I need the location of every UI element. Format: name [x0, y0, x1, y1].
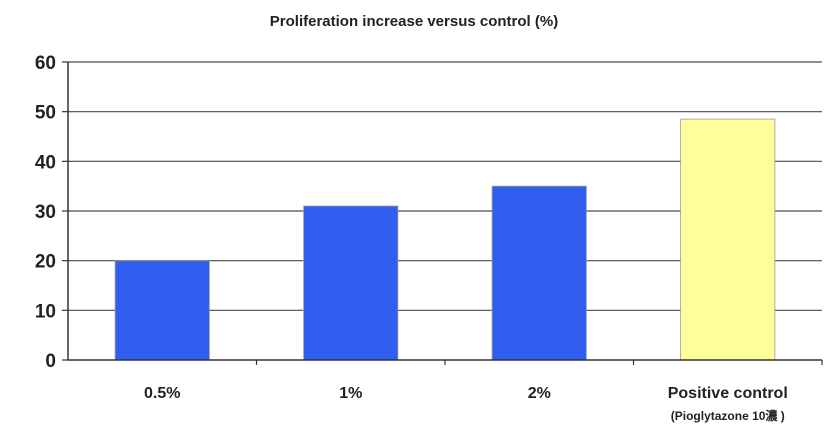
y-tick-label: 30 — [35, 202, 56, 223]
axes — [62, 61, 823, 365]
bar-2 — [303, 205, 399, 361]
x-tick-label: Positive control — [668, 385, 788, 402]
x-tick-sublabel: (Pioglytazone 10濃 ) — [671, 408, 785, 423]
bar-3 — [491, 185, 587, 361]
y-tick-labels: 0 10 20 30 40 50 60 — [35, 53, 56, 372]
x-tick-label: 0.5% — [144, 385, 180, 402]
y-tick-label: 10 — [35, 301, 56, 322]
y-tick-label: 40 — [35, 152, 56, 173]
x-tick-labels: 0.5% 1% 2% Positive control (Pioglytazone 10… — [144, 385, 788, 423]
bars — [114, 118, 776, 361]
chart-title: Proliferation increase versus control (%… — [270, 13, 558, 30]
y-tick-label: 0 — [45, 351, 56, 372]
y-tick-label: 20 — [35, 252, 56, 273]
y-tick-label: 50 — [35, 103, 56, 124]
bar-1 — [114, 260, 210, 361]
bar-4 — [680, 118, 776, 361]
y-tick-label: 60 — [35, 53, 56, 74]
x-tick-label: 2% — [528, 385, 551, 402]
x-tick-label: 1% — [339, 385, 362, 402]
